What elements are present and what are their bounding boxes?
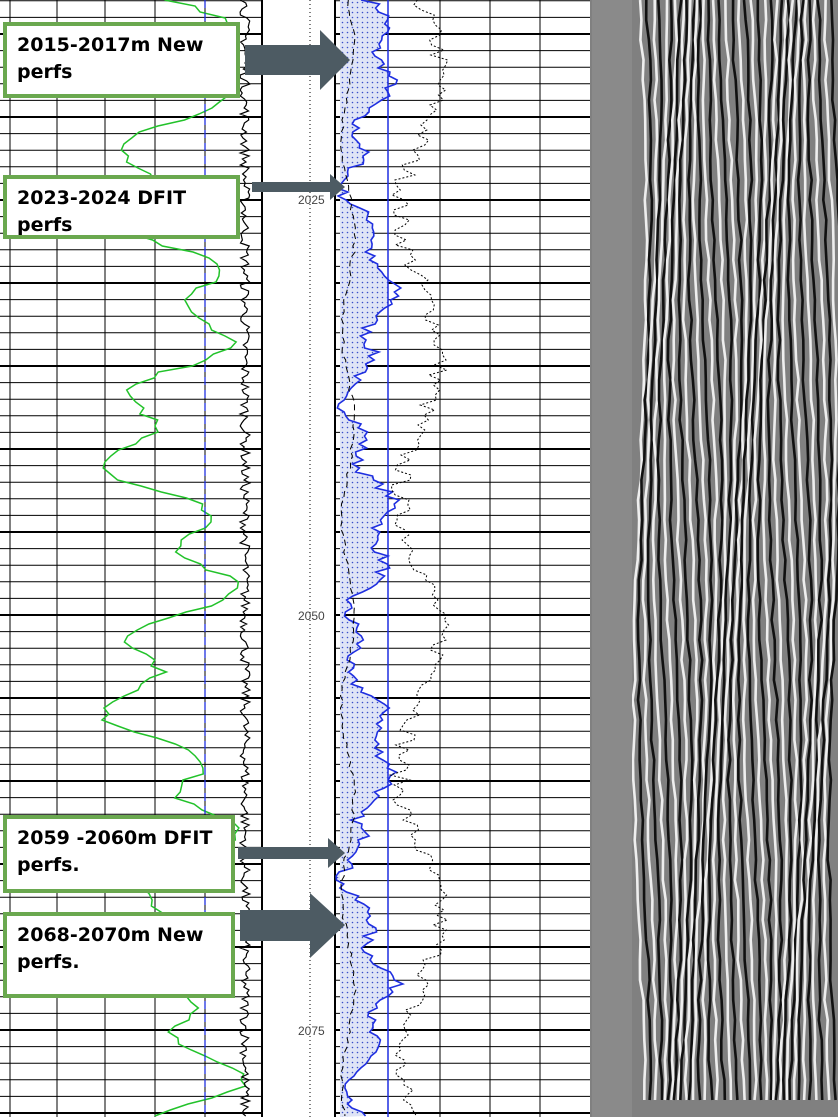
seismic-stripe	[811, 0, 829, 1101]
seismic-stripe	[691, 0, 709, 1101]
arrows	[238, 30, 350, 958]
arrow	[245, 30, 350, 90]
seismic-stripe	[741, 0, 759, 1101]
seismic-stripe	[771, 0, 789, 1101]
seismic-stripe	[631, 0, 649, 1101]
seismic-stripe	[701, 0, 719, 1101]
seismic-stripe	[761, 0, 779, 1101]
depth-label: 2075	[298, 1024, 325, 1038]
seismic-stripe	[786, 0, 804, 1101]
log-curve	[238, 0, 252, 1117]
seismic-stripe	[711, 0, 728, 1101]
seismic-stripe	[646, 0, 664, 1100]
seismic-stripe	[681, 0, 699, 1101]
annotation-box: 2068-2070m New perfs.	[3, 912, 235, 998]
seismic-stripe	[806, 0, 824, 1101]
seismic-stripe	[706, 0, 724, 1101]
seismic-stripe	[677, 0, 694, 1101]
seismic-stripe	[796, 0, 814, 1101]
seismic-stripe	[791, 0, 809, 1101]
log-curve	[339, 0, 357, 1117]
seismic-stripe	[816, 0, 834, 1101]
shaded-fill	[336, 0, 388, 1117]
seismic-stripe	[731, 0, 749, 1101]
depth-label: 2050	[298, 609, 325, 623]
seismic-stripe	[656, 0, 674, 1101]
seismic-stripe	[671, 0, 689, 1101]
seismic-edge	[592, 0, 632, 1117]
depth-label: 2025	[298, 193, 325, 207]
seismic-stripe	[751, 0, 769, 1101]
annotation-box: 2059 -2060m DFIT perfs.	[3, 815, 235, 893]
seismic-stripe	[636, 0, 654, 1101]
seismic-stripe	[746, 0, 764, 1101]
seismic-stripe	[716, 0, 734, 1101]
seismic-stripe	[822, 0, 838, 1101]
seismic-stripe	[776, 0, 793, 1101]
seismic-image	[592, 0, 838, 1117]
depth-track	[263, 0, 334, 1117]
seismic-stripe	[666, 0, 684, 1101]
seismic-stripe	[641, 0, 659, 1101]
arrow	[238, 838, 345, 868]
seismic-stripe	[726, 0, 744, 1101]
annotation-box: 2015-2017m New perfs	[3, 22, 240, 98]
arrow	[252, 174, 345, 200]
seismic-stripe	[736, 0, 754, 1100]
seismic-stripe	[651, 0, 669, 1101]
seismic-stripe	[781, 0, 799, 1100]
seismic-stripe	[766, 0, 784, 1101]
arrow	[240, 893, 345, 958]
seismic-stripe	[686, 0, 704, 1101]
seismic-stripe	[721, 0, 739, 1101]
seismic-stripe	[756, 0, 774, 1101]
seismic-stripe	[801, 0, 819, 1101]
seismic-stripe	[662, 0, 679, 1101]
seismic-stripe	[696, 0, 714, 1101]
annotation-box: 2023-2024 DFIT perfs	[3, 175, 240, 239]
